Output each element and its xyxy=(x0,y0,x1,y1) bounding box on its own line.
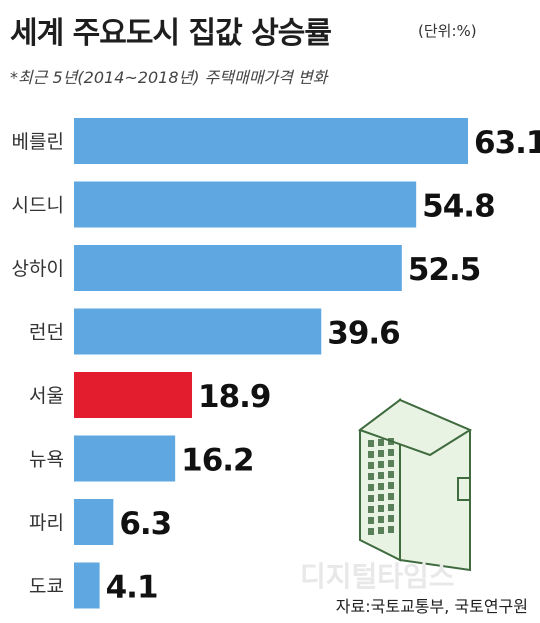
category-label-4: 서울 xyxy=(29,385,64,407)
bar-6 xyxy=(74,499,114,545)
bar-2 xyxy=(74,245,402,291)
value-label-2: 52.5 xyxy=(408,252,481,288)
bars-layer: 베를린 63.1 시드니 54.8 상하이 52.5 런던 39.6 서울 18.9 뉴욕 16.2 파… xyxy=(12,118,540,609)
window-11 xyxy=(388,471,394,478)
window-15 xyxy=(368,495,374,502)
value-label-4: 18.9 xyxy=(198,379,271,415)
window-17 xyxy=(388,493,394,500)
window-23 xyxy=(388,515,394,522)
building-illustration xyxy=(357,398,473,572)
window-12 xyxy=(368,484,374,491)
window-5 xyxy=(388,449,394,456)
bar-0 xyxy=(74,118,468,164)
window-22 xyxy=(378,516,384,523)
window-25 xyxy=(378,527,384,534)
category-label-1: 시드니 xyxy=(12,195,64,217)
window-1 xyxy=(378,439,384,446)
value-label-7: 4.1 xyxy=(106,570,158,606)
bar-3 xyxy=(74,308,322,355)
window-20 xyxy=(388,504,394,511)
window-14 xyxy=(388,482,394,489)
bar-4 xyxy=(74,372,193,418)
window-21 xyxy=(368,517,374,524)
window-10 xyxy=(378,472,384,479)
bar-7 xyxy=(74,562,100,609)
value-label-0: 63.1 xyxy=(474,125,540,161)
value-label-5: 16.2 xyxy=(181,443,254,479)
unit-label: (단위:%) xyxy=(418,22,477,40)
window-19 xyxy=(378,505,384,512)
building-windows xyxy=(368,438,394,535)
window-24 xyxy=(368,528,374,535)
value-label-3: 39.6 xyxy=(327,316,400,352)
chart-subtitle: *최근 5년(2014~2018년) 주택매매가격 변화 xyxy=(10,68,328,87)
category-label-0: 베를린 xyxy=(12,131,64,153)
window-3 xyxy=(368,451,374,458)
category-label-5: 뉴욕 xyxy=(29,449,64,471)
category-label-7: 도쿄 xyxy=(29,576,64,598)
bar-5 xyxy=(74,435,176,482)
window-2 xyxy=(388,438,394,445)
window-18 xyxy=(368,506,374,513)
window-26 xyxy=(388,526,394,533)
bar-1 xyxy=(74,181,417,228)
building-roof xyxy=(357,398,473,457)
watermark: 디지털타임스 xyxy=(300,560,455,593)
chart-title: 세계 주요도시 집값 상승률 xyxy=(10,16,332,51)
window-7 xyxy=(378,461,384,468)
window-13 xyxy=(378,483,384,490)
value-label-1: 54.8 xyxy=(422,189,495,225)
window-9 xyxy=(368,473,374,480)
category-label-3: 런던 xyxy=(29,322,64,344)
window-0 xyxy=(368,440,374,447)
window-16 xyxy=(378,494,384,501)
value-label-6: 6.3 xyxy=(119,506,171,542)
window-8 xyxy=(388,460,394,467)
window-6 xyxy=(368,462,374,469)
window-4 xyxy=(378,450,384,457)
building-door xyxy=(457,477,471,501)
source-note: 자료:국토교통부, 국토연구원 xyxy=(335,597,528,616)
category-label-2: 상하이 xyxy=(12,258,64,280)
category-label-6: 파리 xyxy=(29,512,64,534)
